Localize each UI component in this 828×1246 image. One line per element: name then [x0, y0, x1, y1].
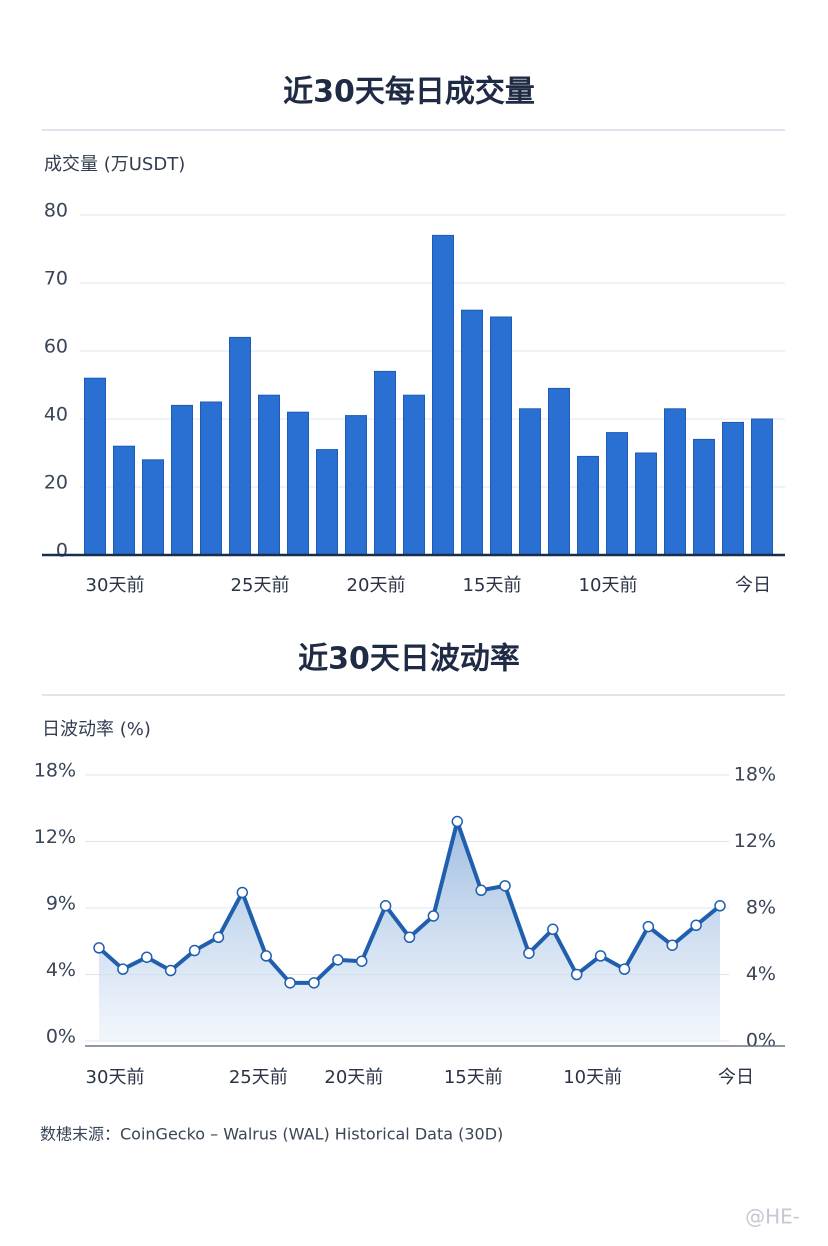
y-tick-label: 40 [44, 404, 68, 426]
bar [229, 336, 251, 556]
bar [693, 438, 715, 556]
x-tick-label: 30天前 [86, 575, 145, 596]
point [594, 950, 607, 962]
y-axis-label: 成交量 (万USDT) [44, 154, 185, 175]
point [475, 884, 487, 897]
source-note: 数槵末源：CoinGecko – Walrus (WAL) Historical… [40, 1125, 503, 1144]
y2-tick-label: 12% [734, 830, 776, 852]
point [188, 944, 201, 957]
point [260, 950, 272, 962]
bar [142, 459, 164, 556]
chart-title: 近30天日波动率 [298, 642, 520, 677]
bar [200, 401, 222, 556]
point [523, 947, 535, 959]
y-tick-label: 9% [46, 893, 76, 915]
point [403, 931, 416, 944]
point [570, 968, 583, 981]
bar [171, 404, 193, 556]
bar [606, 432, 628, 556]
point [547, 923, 559, 936]
point [642, 920, 655, 933]
y2-tick-label: 18% [734, 764, 776, 786]
x-tick-label: 25天前 [229, 1067, 288, 1088]
y2-tick-label: 4% [746, 963, 776, 985]
y-tick-label: 60 [44, 336, 68, 358]
point [714, 900, 726, 912]
point [499, 880, 511, 892]
x-tick-label: 25天前 [231, 575, 290, 596]
bar [287, 411, 309, 556]
point [618, 963, 631, 975]
bar [751, 418, 773, 556]
bar [316, 449, 338, 556]
x-tick-label: 15天前 [463, 575, 522, 596]
x-tick-label: 20天前 [347, 575, 406, 596]
point [212, 931, 225, 944]
y2-tick-label: 0% [746, 1030, 776, 1052]
x-tick-label: 10天前 [579, 575, 638, 596]
point [141, 951, 153, 963]
bar [84, 377, 106, 556]
point [355, 955, 368, 967]
y2-tick-label: 8% [746, 897, 776, 919]
bar [722, 421, 744, 556]
bar [519, 408, 541, 556]
y-tick-label: 80 [44, 200, 68, 222]
point [164, 964, 177, 977]
point [117, 963, 129, 975]
y-tick-label: 0% [46, 1026, 76, 1048]
watermark: @HE- [745, 1205, 800, 1229]
x-tick-label: 30天前 [86, 1067, 145, 1088]
point [427, 910, 440, 922]
x-tick-label: 10天前 [563, 1067, 622, 1088]
area [99, 821, 720, 1041]
point [379, 900, 392, 912]
y-tick-label: 70 [44, 268, 68, 290]
point [690, 919, 702, 932]
bar [403, 394, 425, 556]
point [666, 939, 678, 951]
bar [664, 408, 686, 556]
x-tick-label: 20天前 [324, 1067, 383, 1088]
x-tick-label: 今日 [735, 575, 771, 596]
bar [345, 415, 367, 556]
bar [490, 316, 512, 556]
bar [374, 370, 396, 556]
bar [461, 309, 483, 556]
x-tick-label: 今日 [718, 1067, 754, 1088]
x-tick-label: 15天前 [444, 1067, 503, 1088]
bar [258, 394, 280, 556]
bar [577, 455, 599, 556]
y-tick-label: 4% [46, 959, 76, 981]
y-tick-label: 0 [56, 540, 68, 562]
point [93, 942, 105, 954]
point [308, 977, 320, 989]
bar [548, 387, 570, 556]
point [236, 886, 249, 899]
chart-title: 近30天每日成交量 [283, 75, 535, 110]
bar [113, 445, 135, 556]
bar [432, 234, 454, 556]
y-tick-label: 12% [34, 826, 76, 848]
y-tick-label: 18% [34, 760, 76, 782]
point [284, 977, 296, 989]
y-axis-label: 日波动率 (%) [42, 719, 151, 740]
bar [635, 452, 657, 556]
point [451, 815, 464, 828]
point [332, 954, 344, 966]
y-tick-label: 20 [44, 472, 68, 494]
